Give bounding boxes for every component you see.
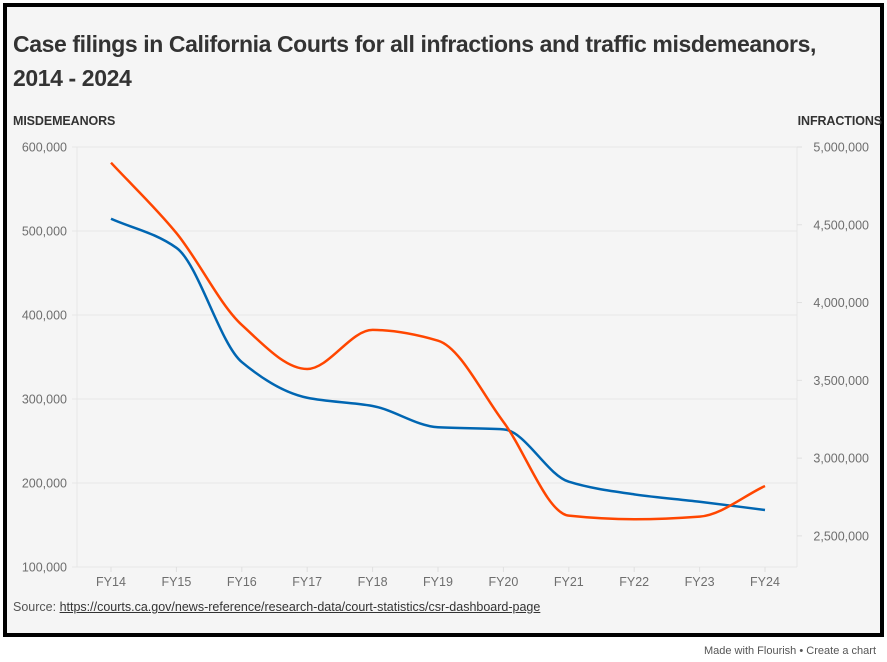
- x-tick-label: FY16: [227, 575, 257, 589]
- data-point-infractions[interactable]: [301, 363, 313, 375]
- series-line-misdemeanors[interactable]: [110, 217, 766, 512]
- data-point-infractions[interactable]: [563, 510, 575, 522]
- left-axis-title: MISDEMEANORS: [13, 114, 116, 128]
- data-point-infractions[interactable]: [105, 157, 117, 169]
- x-axis-ticks: FY14 FY15 FY16 FY17 FY18 FY19 FY20 FY21 FY22 FY23…: [96, 567, 780, 589]
- x-tick-label: FY18: [358, 575, 388, 589]
- data-point-misdemeanors[interactable]: [628, 488, 640, 500]
- x-tick-label: FY23: [685, 575, 715, 589]
- x-tick-label: FY14: [96, 575, 126, 589]
- data-point-misdemeanors[interactable]: [759, 504, 771, 516]
- x-tick-label: FY19: [423, 575, 453, 589]
- right-tick-label: 3,000,000: [813, 452, 869, 466]
- x-tick-label: FY15: [161, 575, 191, 589]
- series-lines: [105, 157, 771, 525]
- data-point-infractions[interactable]: [170, 227, 182, 239]
- source-link[interactable]: https://courts.ca.gov/news-reference/res…: [59, 600, 541, 614]
- data-point-infractions[interactable]: [628, 513, 640, 525]
- left-tick-label: 600,000: [22, 141, 67, 155]
- right-axis-title: INFRACTIONS: [797, 114, 882, 128]
- x-tick-label: FY20: [488, 575, 518, 589]
- left-tick-label: 500,000: [22, 225, 67, 239]
- series-line-infractions[interactable]: [110, 161, 766, 521]
- data-point-misdemeanors[interactable]: [105, 213, 117, 225]
- right-tick-label: 3,500,000: [813, 374, 869, 388]
- footer-separator: •: [799, 645, 804, 657]
- data-point-infractions[interactable]: [694, 511, 706, 523]
- left-tick-label: 400,000: [22, 309, 67, 323]
- x-tick-label: FY17: [292, 575, 322, 589]
- left-axis-ticks: 100,000 200,000 300,000 400,000 500,000 600,0…: [22, 141, 67, 575]
- source-prefix: Source:: [13, 600, 60, 614]
- right-tick-label: 2,500,000: [813, 529, 869, 543]
- left-tick-label: 200,000: [22, 477, 67, 491]
- x-tick-label: FY22: [619, 575, 649, 589]
- x-tick-label: FY24: [750, 575, 780, 589]
- source-note: Source: https://courts.ca.gov/news-refer…: [13, 600, 540, 614]
- flourish-footer: Made with Flourish • Create a chart: [704, 645, 876, 657]
- data-point-infractions[interactable]: [236, 319, 248, 331]
- data-point-infractions[interactable]: [432, 335, 444, 347]
- create-chart-link[interactable]: Create a chart: [806, 645, 876, 657]
- right-tick-label: 5,000,000: [813, 141, 869, 155]
- chart-frame: [3, 3, 884, 637]
- data-point-misdemeanors[interactable]: [432, 421, 444, 433]
- data-point-misdemeanors[interactable]: [367, 400, 379, 412]
- made-with-flourish-link[interactable]: Made with Flourish: [703, 645, 797, 657]
- x-tick-label: FY21: [554, 575, 584, 589]
- chart-title: Case filings in California Courts for al…: [13, 31, 816, 91]
- right-axis-ticks: 2,500,000 3,000,000 3,500,000 4,000,000 4,50…: [797, 141, 869, 543]
- left-tick-label: 300,000: [22, 393, 67, 407]
- data-point-misdemeanors[interactable]: [301, 392, 313, 404]
- data-point-infractions[interactable]: [497, 416, 509, 428]
- data-point-infractions[interactable]: [367, 324, 379, 336]
- data-point-misdemeanors[interactable]: [236, 356, 248, 368]
- right-tick-label: 4,000,000: [813, 296, 869, 310]
- data-point-misdemeanors[interactable]: [170, 242, 182, 254]
- data-point-misdemeanors[interactable]: [694, 496, 706, 508]
- data-point-infractions[interactable]: [759, 480, 771, 492]
- gridlines: [72, 146, 798, 568]
- data-point-misdemeanors[interactable]: [563, 476, 575, 488]
- right-tick-label: 4,500,000: [813, 218, 869, 232]
- left-tick-label: 100,000: [22, 561, 67, 575]
